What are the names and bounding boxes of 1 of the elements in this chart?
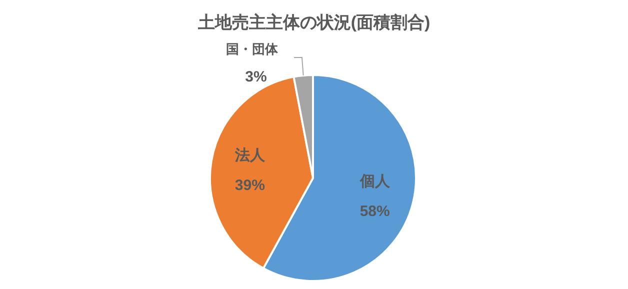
title: 土地売主主体の状況(面積割合) — [198, 13, 430, 32]
